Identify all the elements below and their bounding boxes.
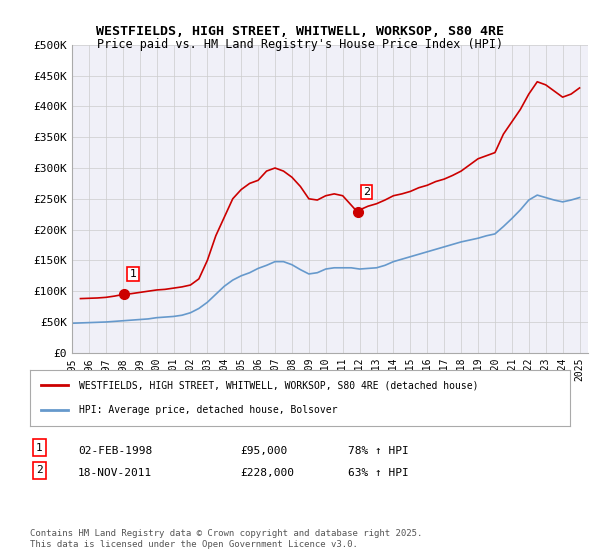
- Text: £228,000: £228,000: [240, 468, 294, 478]
- Text: 2: 2: [363, 187, 370, 197]
- Text: 78% ↑ HPI: 78% ↑ HPI: [348, 446, 409, 456]
- Text: 1: 1: [36, 443, 43, 453]
- Text: WESTFIELDS, HIGH STREET, WHITWELL, WORKSOP, S80 4RE: WESTFIELDS, HIGH STREET, WHITWELL, WORKS…: [96, 25, 504, 38]
- Text: 18-NOV-2011: 18-NOV-2011: [78, 468, 152, 478]
- Text: Price paid vs. HM Land Registry's House Price Index (HPI): Price paid vs. HM Land Registry's House …: [97, 38, 503, 51]
- Text: 63% ↑ HPI: 63% ↑ HPI: [348, 468, 409, 478]
- Text: HPI: Average price, detached house, Bolsover: HPI: Average price, detached house, Bols…: [79, 405, 337, 415]
- Text: WESTFIELDS, HIGH STREET, WHITWELL, WORKSOP, S80 4RE (detached house): WESTFIELDS, HIGH STREET, WHITWELL, WORKS…: [79, 380, 478, 390]
- Text: 02-FEB-1998: 02-FEB-1998: [78, 446, 152, 456]
- Text: 2: 2: [36, 465, 43, 475]
- Text: Contains HM Land Registry data © Crown copyright and database right 2025.
This d: Contains HM Land Registry data © Crown c…: [30, 529, 422, 549]
- Text: £95,000: £95,000: [240, 446, 287, 456]
- Text: 1: 1: [130, 269, 136, 279]
